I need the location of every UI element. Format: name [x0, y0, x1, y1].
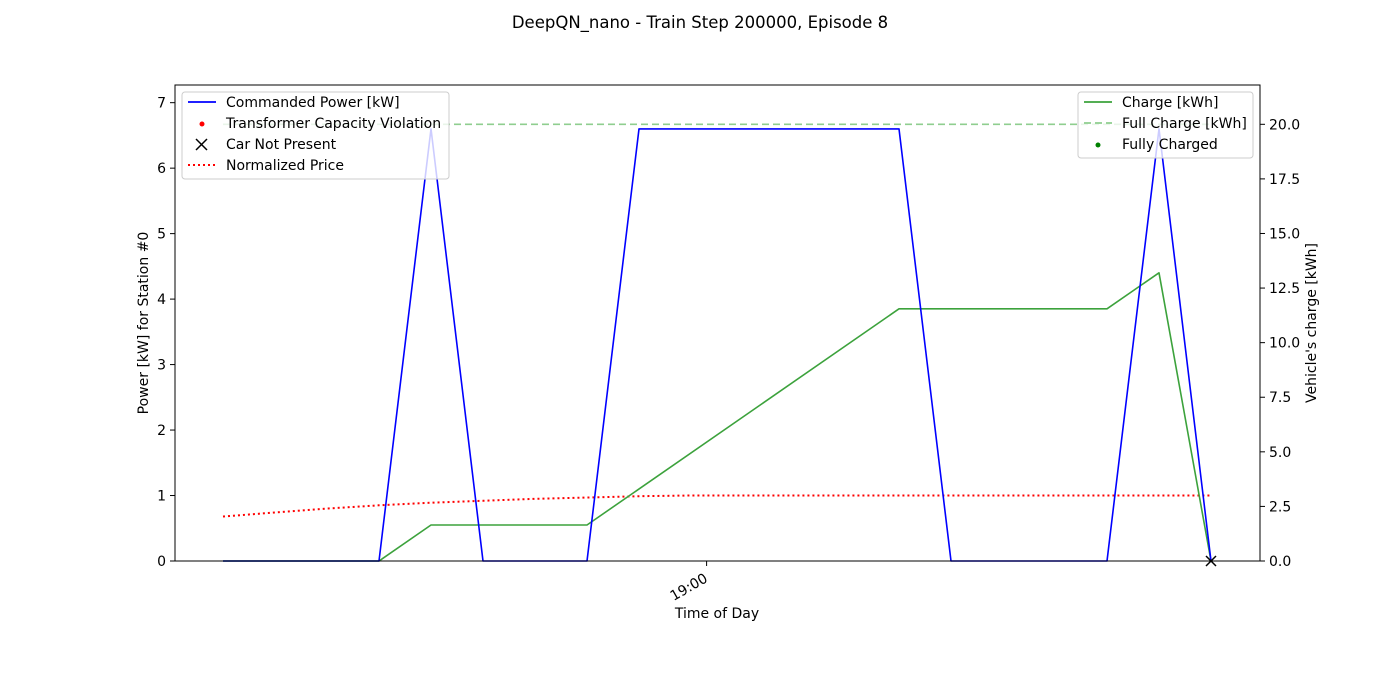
x-axis-label: Time of Day [674, 606, 759, 622]
legend-label-full-charge: Full Charge [kWh] [1122, 116, 1247, 132]
y-left-tick-label: 2 [157, 423, 166, 439]
y-left-tick-label: 5 [157, 227, 166, 243]
legend-right: Charge [kWh] Full Charge [kWh] Fully Cha… [1077, 91, 1254, 159]
y-left-tick-label: 3 [157, 358, 166, 374]
y-left-tick-label: 1 [157, 489, 166, 505]
series-line-normalized-price [222, 494, 1211, 518]
y-right-tick-label: 10.0 [1269, 336, 1300, 352]
legend-right-frame [1077, 91, 1254, 159]
y-axis-label-right: Vehicle's charge [kWh] [1304, 243, 1320, 403]
legend-label-transformer-violation: Transformer Capacity Violation [225, 116, 441, 132]
chart-title: DeepQN_nano - Train Step 200000, Episode… [512, 13, 888, 33]
y-right-tick-label: 7.5 [1269, 390, 1291, 406]
y-right-tick-label: 12.5 [1269, 281, 1300, 297]
legend-left: Commanded Power [kW] Transformer Capacit… [181, 91, 450, 180]
legend-label-car-not-present: Car Not Present [226, 137, 337, 153]
legend-label-fully-charged: Fully Charged [1122, 137, 1218, 153]
y-left-tick-label: 7 [157, 96, 166, 112]
y-right-tick-label: 2.5 [1269, 499, 1291, 515]
legend-swatch-fully-charged [1095, 142, 1101, 148]
legend-label-commanded-power: Commanded Power [kW] [226, 95, 400, 111]
y-right-tick-label: 20.0 [1269, 117, 1300, 133]
legend-swatch-car-not-present [195, 138, 208, 151]
y-axis-label-left: Power [kW] for Station #0 [136, 232, 152, 415]
y-left-tick-label: 4 [157, 292, 166, 308]
y-right-tick-label: 15.0 [1269, 226, 1300, 242]
y-left-tick-label: 0 [157, 554, 166, 570]
y-right-tick-label: 5.0 [1269, 445, 1291, 461]
y-left-tick-label: 6 [157, 161, 166, 177]
marks-layer [222, 123, 1217, 567]
y-right-tick-label: 0.0 [1269, 554, 1291, 570]
x-tick-label: 19:00 [668, 571, 711, 605]
legend-left-frame [181, 91, 450, 180]
legend-label-charge: Charge [kWh] [1122, 95, 1218, 111]
series-line-charge-kwh [223, 271, 1212, 562]
legend-label-normalized-price: Normalized Price [226, 158, 344, 174]
ticks-layer: 0 1 2 3 4 5 6 7 0.0 2.5 5.0 7.5 10.0 12.5 15.0 17.5 20.0… [157, 96, 1300, 605]
legend-swatch-transformer-violation [199, 121, 205, 127]
y-right-tick-label: 17.5 [1269, 172, 1300, 188]
plot-frame [174, 84, 1261, 562]
